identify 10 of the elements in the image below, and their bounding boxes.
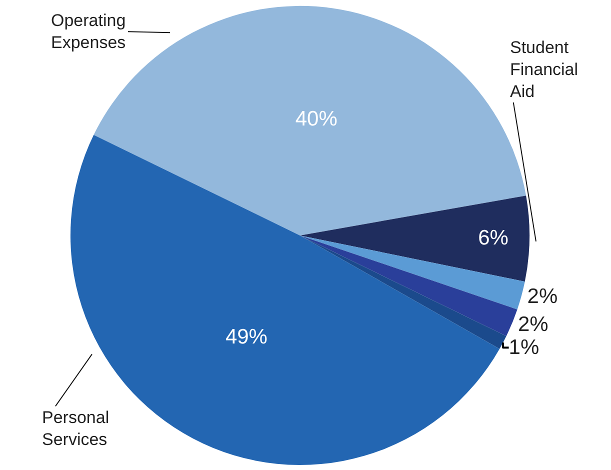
slice-label: Student Financial Aid: [510, 38, 578, 102]
data-label: 1%: [508, 336, 540, 360]
pie-slice: [300, 196, 530, 282]
data-label: 49%: [225, 326, 268, 349]
slice-label: Operating Expenses: [51, 11, 126, 52]
data-label: 2%: [527, 284, 558, 308]
slice-label: Personal Services: [42, 408, 110, 450]
data-label: 40%: [295, 107, 338, 130]
data-label: 2%: [518, 313, 548, 336]
data-label: 6%: [478, 226, 508, 250]
